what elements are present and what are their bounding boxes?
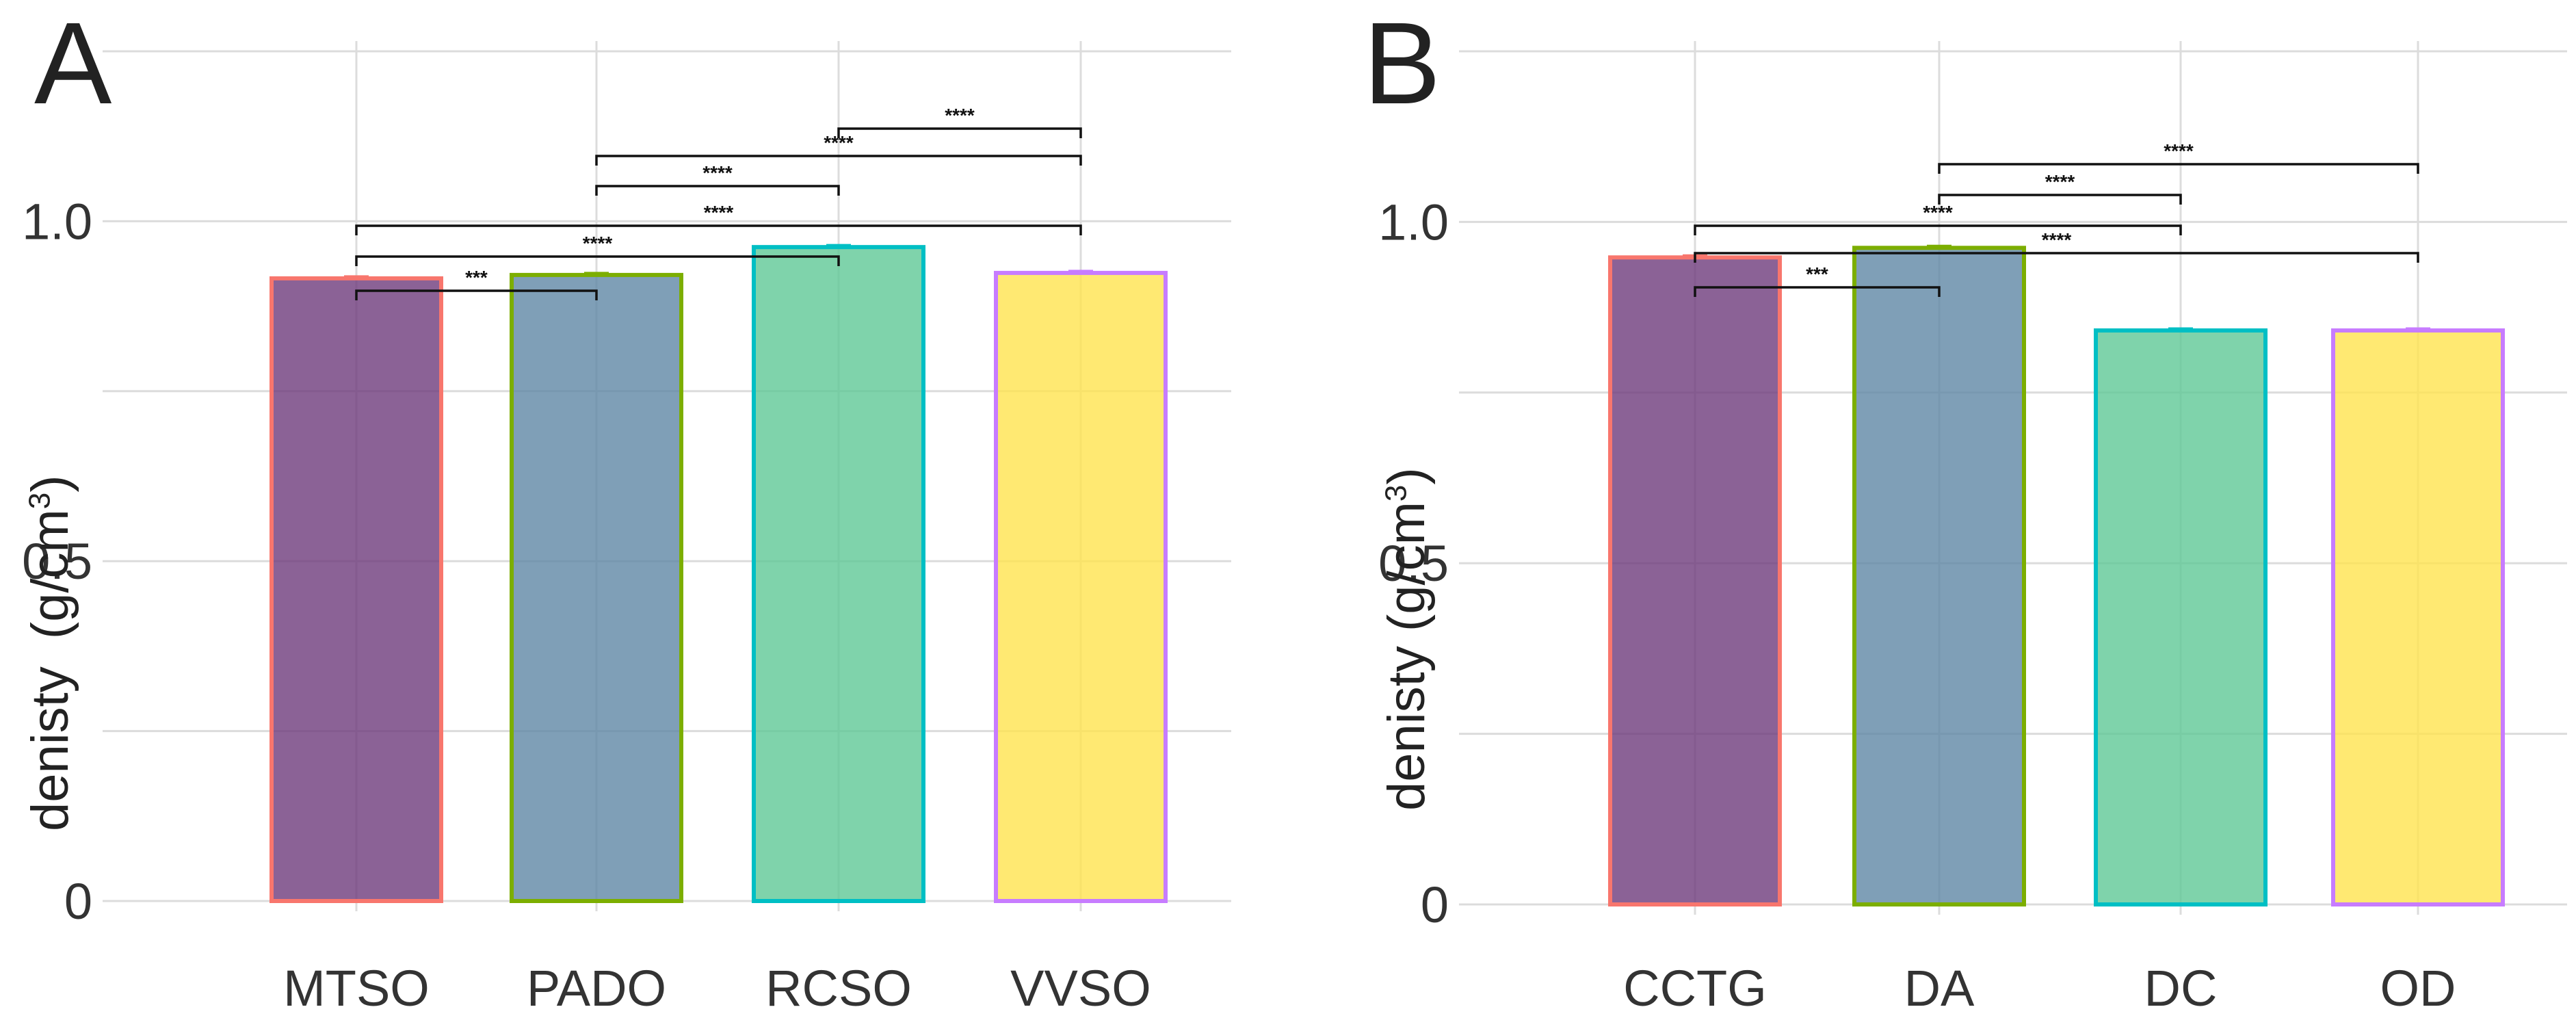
chart-panel-b: 0 0.5 1.0 CCTG DA DC OD *** **** **** **** **** B d… [1288, 0, 2576, 1031]
chart-b-ylabel-unit: (g/cm [1378, 501, 1436, 632]
chart-b-sig-bracket-2: **** [1694, 202, 2182, 235]
chart-b-ylabel-unit-close: ) [1378, 467, 1436, 485]
chart-b-sig-bracket-4: **** [1938, 140, 2419, 174]
chart-a-ytick-label: 0.5 [22, 533, 92, 590]
chart-a-ylabel-unit-sup: 3 [23, 492, 57, 510]
chart-a-xtick-label-pado: PADO [527, 960, 666, 1017]
chart-a-bar-rcso [752, 245, 925, 903]
chart-b-sig-label-1: **** [2042, 229, 2072, 250]
chart-a-xtick-label-vvso: VVSO [1010, 960, 1151, 1017]
chart-b-sig-bracket-3: **** [1938, 171, 2182, 205]
chart-a-sig-line-2 [355, 224, 1082, 235]
chart-b-sig-bracket-0: *** [1694, 263, 1941, 297]
chart-a-sig-line-3 [595, 185, 840, 196]
chart-b-sig-line-0 [1694, 286, 1941, 297]
chart-b-sig-bracket-1: **** [1694, 229, 2419, 263]
chart-b-sig-line-1 [1694, 252, 2419, 263]
chart-panel-a: 0 0.5 1.0 MTSO PADO RCSO VVSO *** **** **** **** **… [21, 0, 1231, 1017]
chart-a-ylabel-text: denisty [21, 666, 79, 831]
chart-a-sig-label-1: **** [583, 233, 613, 254]
chart-a-sig-line-1 [355, 255, 840, 266]
chart-a-sig-line-0 [355, 289, 598, 300]
chart-a-sig-label-5: **** [945, 105, 975, 126]
chart-b-xtick-label-dc: DC [2144, 960, 2218, 1017]
panel-letter-a: A [34, 0, 112, 129]
chart-a-sig-bracket-5: **** [837, 105, 1082, 138]
chart-b-sig-label-3: **** [2045, 171, 2075, 192]
chart-b-ylabel-unit-sup: 3 [1379, 484, 1413, 502]
chart-b-sig-line-2 [1694, 224, 2182, 235]
chart-a-sig-line-4 [595, 155, 1082, 166]
chart-a-sig-bracket-1: **** [355, 233, 840, 266]
chart-b-bar-dc [2094, 328, 2268, 907]
chart-a-sig-bracket-2: **** [355, 202, 1082, 235]
chart-a-ylabel: denisty (g/cm3) [21, 475, 80, 831]
chart-b-bar-da [1852, 246, 2026, 907]
chart-a-sig-bracket-3: **** [595, 162, 840, 196]
panel-letter-b: B [1363, 0, 1441, 129]
chart-a-ylabel-unit: (g/cm [21, 509, 79, 640]
chart-a-sig-line-5 [837, 127, 1082, 138]
chart-a-sig-label-0: *** [465, 267, 488, 288]
chart-b-sig-line-3 [1938, 194, 2182, 205]
chart-b-ytick-label: 1.0 [1378, 194, 1449, 250]
chart-a-sig-label-3: **** [702, 162, 733, 183]
chart-b-sig-label-0: *** [1806, 263, 1828, 285]
chart-b-xtick-label-cctg: CCTG [1623, 960, 1767, 1017]
chart-a-xtick-label-mtso: MTSO [283, 960, 430, 1017]
chart-a-ytick-label: 0 [64, 873, 92, 930]
chart-b-xtick-label-od: OD [2380, 960, 2456, 1017]
chart-a-bar-mtso [270, 276, 443, 903]
chart-b-sig-line-4 [1938, 163, 2419, 174]
chart-b-ytick-label: 0 [1421, 876, 1449, 933]
chart-b-ylabel-text: denisty [1378, 646, 1436, 811]
chart-a-bar-pado [510, 272, 683, 903]
chart-a-xtick-label-rcso: RCSO [765, 960, 912, 1017]
chart-b-bar-cctg [1608, 255, 1782, 906]
chart-b-ytick-label: 0.5 [1378, 535, 1449, 592]
chart-b-bar-od [2331, 328, 2505, 907]
chart-b-ylabel: denisty (g/cm3) [1377, 467, 1436, 811]
chart-a-sig-bracket-0: *** [355, 267, 598, 300]
chart-a-sig-label-2: **** [704, 202, 734, 223]
chart-b-sig-label-2: **** [1923, 202, 1953, 223]
chart-a-ytick-label: 1.0 [22, 193, 92, 250]
chart-b-sig-label-4: **** [2164, 140, 2194, 161]
chart-a-bar-vvso [994, 270, 1168, 904]
chart-a-ylabel-unit-close: ) [21, 475, 79, 493]
chart-b-xtick-label-da: DA [1904, 960, 1975, 1017]
